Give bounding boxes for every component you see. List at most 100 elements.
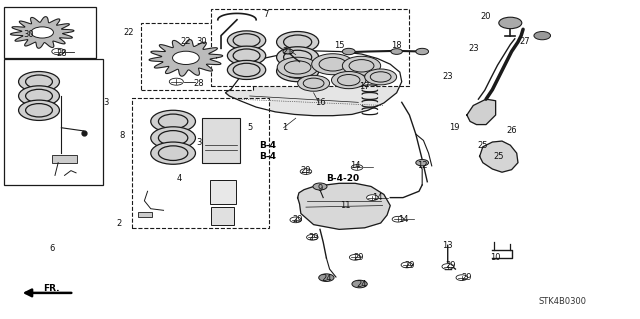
Polygon shape [298, 183, 390, 229]
Circle shape [367, 195, 378, 200]
Circle shape [313, 183, 327, 190]
Bar [210, 180, 236, 204]
Text: 1: 1 [282, 123, 287, 132]
Text: 10: 10 [490, 254, 501, 263]
Circle shape [456, 275, 467, 280]
Text: 28: 28 [56, 48, 67, 58]
Circle shape [19, 71, 60, 92]
Circle shape [312, 54, 354, 75]
Polygon shape [10, 17, 74, 48]
Text: 27: 27 [519, 38, 530, 47]
Text: 14: 14 [350, 161, 360, 170]
Circle shape [227, 60, 266, 79]
Circle shape [352, 280, 367, 288]
Text: 21: 21 [283, 47, 293, 56]
Circle shape [19, 100, 60, 121]
Text: 20: 20 [481, 12, 492, 21]
Text: 30: 30 [196, 38, 207, 47]
Text: 30: 30 [23, 30, 33, 39]
Circle shape [300, 169, 312, 174]
Polygon shape [467, 99, 495, 124]
Text: 16: 16 [315, 98, 325, 107]
Text: 29: 29 [445, 261, 456, 271]
Text: 29: 29 [308, 233, 319, 242]
Text: 7: 7 [263, 11, 268, 19]
Text: 18: 18 [391, 41, 402, 50]
Text: B-4-20: B-4-20 [326, 174, 360, 183]
Circle shape [227, 46, 266, 65]
Text: 11: 11 [340, 201, 351, 210]
Bar [52, 155, 77, 163]
Circle shape [276, 47, 319, 68]
Circle shape [392, 216, 404, 222]
Circle shape [31, 27, 54, 38]
Bar [4, 7, 97, 58]
Text: 12: 12 [417, 161, 428, 170]
Bar [202, 118, 240, 163]
Text: 17: 17 [360, 82, 370, 91]
Circle shape [534, 32, 550, 40]
Text: 19: 19 [449, 123, 460, 132]
Text: 4: 4 [177, 174, 182, 183]
Text: STK4B0300: STK4B0300 [539, 297, 587, 306]
Circle shape [349, 255, 361, 260]
Text: 29: 29 [461, 272, 472, 281]
Circle shape [151, 127, 195, 149]
Circle shape [276, 61, 319, 82]
Circle shape [416, 160, 429, 166]
Circle shape [319, 274, 334, 281]
Text: FR.: FR. [44, 284, 60, 293]
Text: 29: 29 [353, 254, 364, 263]
Bar [211, 9, 410, 86]
Polygon shape [225, 51, 402, 116]
Text: 2: 2 [116, 219, 122, 227]
Text: B-4: B-4 [259, 141, 276, 150]
Text: 6: 6 [49, 244, 54, 253]
Text: 23: 23 [442, 72, 453, 81]
Circle shape [170, 78, 183, 85]
Text: 3: 3 [104, 98, 109, 107]
Circle shape [442, 264, 454, 269]
Text: 25: 25 [477, 141, 488, 150]
Text: 24: 24 [321, 274, 332, 283]
Circle shape [332, 71, 366, 89]
Text: 15: 15 [334, 41, 344, 50]
Text: 22: 22 [123, 28, 134, 37]
Circle shape [276, 32, 319, 52]
Text: 14: 14 [398, 215, 408, 224]
Text: 29: 29 [292, 215, 303, 224]
Text: 14: 14 [372, 193, 383, 202]
Text: 29: 29 [301, 166, 311, 175]
Text: 22: 22 [180, 38, 191, 47]
Circle shape [19, 86, 60, 106]
Circle shape [416, 48, 429, 55]
Circle shape [307, 234, 318, 240]
Text: 28: 28 [193, 79, 204, 88]
Polygon shape [149, 40, 223, 76]
Circle shape [151, 110, 195, 132]
Circle shape [351, 165, 363, 170]
Text: 13: 13 [442, 241, 453, 250]
Circle shape [342, 56, 381, 75]
Text: 26: 26 [506, 126, 517, 135]
Circle shape [365, 69, 397, 85]
Text: 3: 3 [196, 137, 202, 146]
Circle shape [173, 51, 199, 64]
Text: 9: 9 [317, 184, 323, 193]
Bar [211, 207, 234, 225]
Text: 8: 8 [119, 131, 125, 140]
Circle shape [391, 49, 403, 54]
Text: 5: 5 [247, 123, 252, 132]
Bar [4, 59, 103, 185]
Bar [141, 23, 253, 90]
Circle shape [52, 48, 65, 55]
Polygon shape [479, 141, 518, 172]
Circle shape [283, 49, 293, 54]
Circle shape [401, 262, 413, 268]
Bar [138, 212, 152, 217]
Circle shape [290, 217, 301, 223]
Bar [132, 98, 269, 228]
Text: B-4: B-4 [259, 152, 276, 161]
Circle shape [298, 75, 330, 91]
Circle shape [277, 57, 318, 78]
